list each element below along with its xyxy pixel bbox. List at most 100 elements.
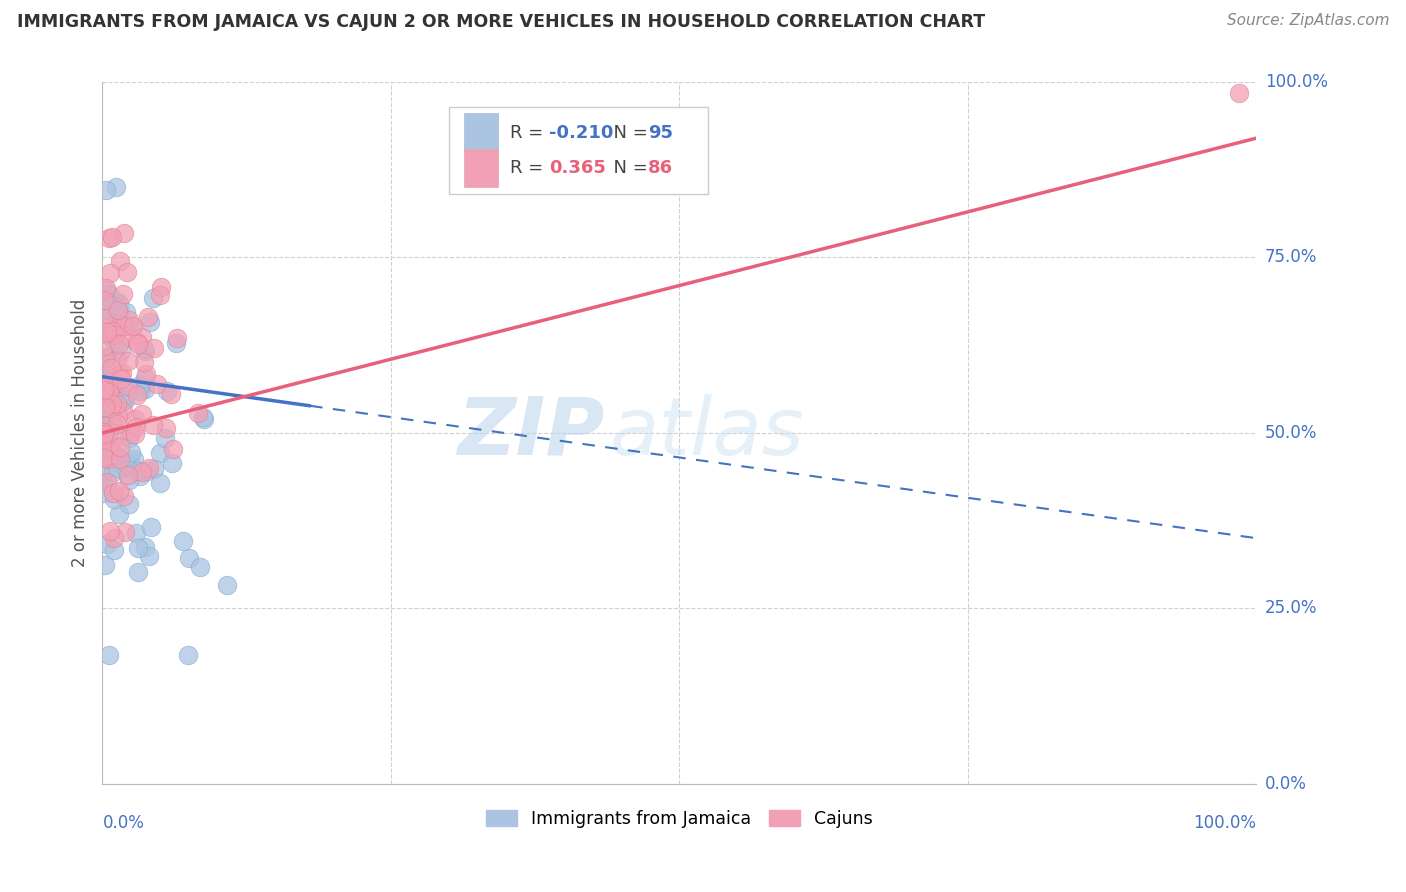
Point [115, 265, 138, 279]
Point [155, 431, 177, 445]
Text: 100.0%: 100.0% [1194, 814, 1257, 832]
Point [150, 280, 173, 294]
Point [129, 469, 152, 483]
Point [93, 360, 115, 375]
Point [96, 317, 118, 331]
Point [127, 464, 149, 478]
Point [93, 434, 115, 448]
Point [110, 254, 132, 268]
Text: R =: R = [510, 124, 548, 142]
Point [112, 459, 135, 474]
Point [146, 376, 169, 391]
Text: Source: ZipAtlas.com: Source: ZipAtlas.com [1226, 13, 1389, 29]
Point [101, 436, 124, 450]
Point [127, 337, 149, 351]
Point [101, 327, 124, 342]
Text: 0.0%: 0.0% [1265, 775, 1306, 793]
Point [104, 328, 127, 343]
Point [125, 334, 148, 349]
Point [98, 450, 121, 464]
Point [100, 370, 122, 384]
Point [103, 408, 125, 422]
Point [107, 337, 129, 351]
Point [101, 398, 124, 412]
Point [96, 475, 118, 489]
Text: -0.210: -0.210 [548, 124, 613, 142]
Point [100, 229, 122, 244]
Text: ZIP: ZIP [457, 394, 605, 472]
Point [107, 409, 129, 424]
Point [100, 380, 122, 394]
Point [94, 393, 117, 408]
Point [96, 536, 118, 550]
Text: 0.0%: 0.0% [103, 814, 145, 832]
Point [117, 353, 139, 368]
Point [117, 468, 139, 483]
Point [118, 431, 141, 445]
Text: R =: R = [510, 159, 548, 178]
Point [139, 315, 162, 329]
Point [100, 331, 122, 345]
Point [97, 648, 120, 662]
Point [131, 408, 153, 422]
Point [110, 344, 132, 359]
Point [96, 280, 118, 294]
Point [101, 416, 124, 430]
Text: 50.0%: 50.0% [1265, 424, 1317, 442]
Point [105, 352, 128, 367]
Point [127, 566, 149, 580]
Point [188, 560, 211, 574]
Point [118, 385, 141, 400]
Point [103, 543, 125, 558]
Point [93, 351, 115, 366]
Point [108, 507, 131, 521]
Point [94, 379, 117, 393]
Point [100, 397, 122, 411]
Point [111, 459, 134, 474]
Point [101, 320, 124, 334]
Text: atlas: atlas [610, 394, 804, 472]
Point [160, 456, 183, 470]
Point [136, 310, 159, 324]
Point [131, 466, 153, 480]
Point [104, 337, 127, 351]
Point [134, 343, 156, 358]
Point [114, 525, 136, 540]
Point [156, 384, 179, 398]
Text: 86: 86 [648, 159, 673, 178]
Point [97, 307, 120, 321]
Point [165, 335, 187, 350]
FancyBboxPatch shape [449, 106, 709, 194]
Point [131, 330, 153, 344]
Point [108, 451, 131, 466]
Point [94, 558, 117, 572]
Point [111, 366, 134, 380]
Point [101, 412, 124, 426]
Point [120, 445, 142, 459]
Point [93, 383, 115, 397]
Point [105, 396, 128, 410]
Point [115, 305, 138, 319]
Point [105, 428, 128, 442]
Point [179, 550, 201, 565]
Point [118, 453, 141, 467]
Point [103, 531, 125, 545]
Point [193, 412, 215, 426]
Point [100, 361, 122, 376]
Point [93, 425, 115, 439]
Point [96, 350, 118, 364]
Point [104, 180, 127, 194]
Point [141, 520, 163, 534]
Point [124, 427, 146, 442]
Point [142, 291, 165, 305]
Point [97, 366, 120, 380]
Point [101, 298, 124, 312]
Point [94, 400, 117, 414]
Point [117, 460, 139, 475]
Point [142, 341, 165, 355]
Point [96, 418, 118, 433]
Point [114, 392, 136, 407]
Point [93, 327, 115, 342]
Point [97, 441, 120, 455]
Point [193, 410, 215, 425]
